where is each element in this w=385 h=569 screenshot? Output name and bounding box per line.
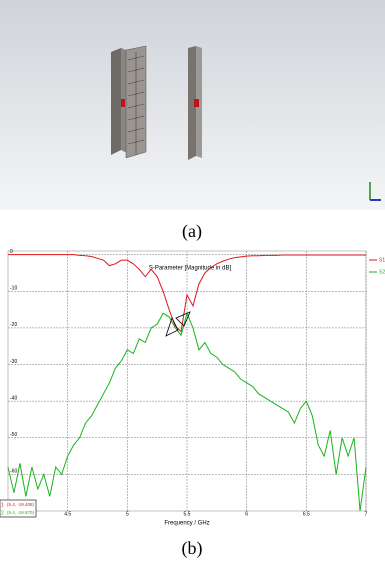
page: {"captions": ["(a)", "(b)"], "chart_data… bbox=[0, 0, 385, 564]
caption: (b) bbox=[182, 538, 203, 559]
x-tick-label: 4.5 bbox=[64, 511, 71, 517]
legend-label: S1,1 bbox=[379, 257, 385, 263]
y-tick-label: -30 bbox=[10, 359, 17, 365]
y-tick-label: 0 bbox=[10, 249, 13, 255]
x-tick-label: 5 bbox=[126, 511, 129, 517]
y-tick-label: -10 bbox=[10, 286, 17, 292]
marker-text: (5.4, -19.870) bbox=[7, 510, 35, 515]
x-tick-label: 5.5 bbox=[184, 511, 191, 517]
marker-label: 1 bbox=[1, 502, 4, 508]
x-axis-label: Frequency / GHz bbox=[164, 521, 209, 527]
x-tick-label: 6.5 bbox=[303, 511, 310, 517]
chart-title: S-Parameter [Magnitude in dB] bbox=[149, 266, 232, 272]
y-tick-label: -40 bbox=[10, 395, 17, 401]
y-tick-label: -60 bbox=[10, 469, 17, 475]
x-tick-label: 6 bbox=[245, 511, 248, 517]
marker-label: 2 bbox=[1, 510, 4, 516]
y-tick-label: -50 bbox=[10, 432, 17, 438]
figure: (a) (b) S-Parameter [Magnitude in dB] Fr… bbox=[0, 0, 385, 564]
y-tick-label: -20 bbox=[10, 322, 17, 328]
x-tick-label: 7 bbox=[365, 511, 368, 517]
marker-text: (5.4, -19.408) bbox=[7, 502, 35, 507]
legend-label: S2,1 bbox=[379, 269, 385, 275]
caption: (a) bbox=[182, 221, 202, 242]
